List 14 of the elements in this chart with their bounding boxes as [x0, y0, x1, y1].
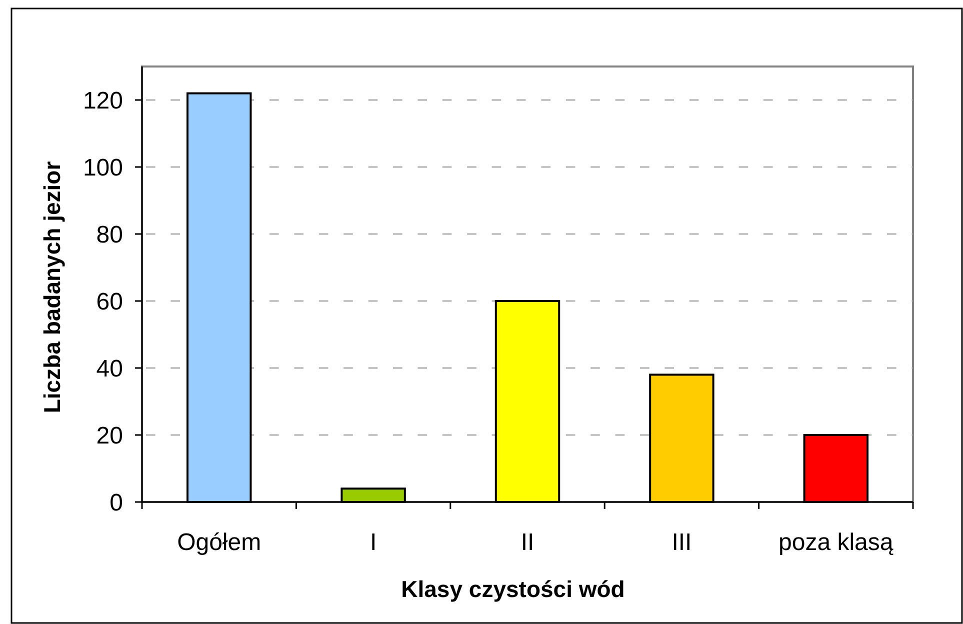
y-tick-label: 0 [110, 490, 123, 517]
y-tick-label: 120 [82, 88, 123, 115]
y-tick-label: 60 [96, 288, 123, 316]
x-tick-label: II [520, 529, 534, 556]
x-tick-label: Ogółem [177, 529, 262, 556]
y-axis-title: Liczba badanych jezior [39, 161, 65, 414]
y-tick-label: 100 [82, 154, 123, 182]
x-axis-title: Klasy czystości wód [401, 576, 625, 602]
y-tick-label: 80 [96, 222, 123, 249]
x-tick-label: I [370, 529, 377, 556]
y-tick-label: 40 [96, 356, 123, 383]
x-tick-label: III [672, 529, 692, 556]
y-tick-label: 20 [96, 422, 123, 450]
x-tick-label: poza klasą [778, 529, 894, 556]
